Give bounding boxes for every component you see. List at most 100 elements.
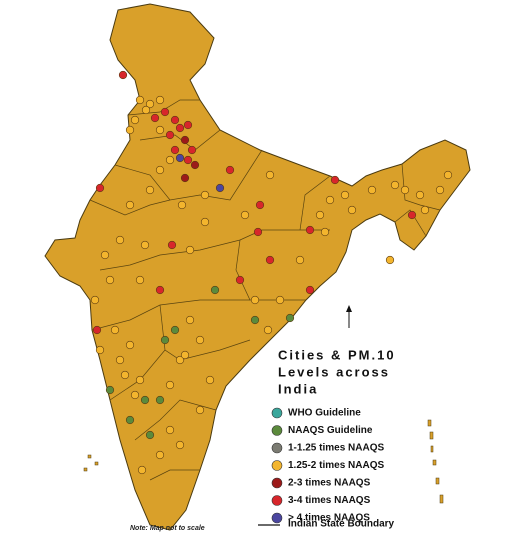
legend-label: 3-4 times NAAQS: [288, 495, 371, 506]
city-dot: [155, 125, 165, 135]
city-dot: [340, 190, 350, 200]
city-dot: [125, 340, 135, 350]
city-dot: [185, 315, 195, 325]
city-dot: [180, 135, 190, 145]
map-title: Cities & PM.10 Levels across India: [278, 347, 396, 396]
city-dot: [330, 175, 340, 185]
city-dot: [200, 190, 210, 200]
city-dot: [225, 165, 235, 175]
city-dot: [125, 200, 135, 210]
legend-label: 1.25-2 times NAAQS: [288, 460, 384, 471]
city-dot: [400, 185, 410, 195]
city-dot: [420, 205, 430, 215]
state-boundaries: [89, 99, 441, 481]
city-dot: [210, 285, 220, 295]
city-dot: [95, 183, 105, 193]
city-dot: [155, 95, 165, 105]
city-dot: [155, 395, 165, 405]
legend-label: NAAQS Guideline: [288, 425, 373, 436]
legend-swatch: [271, 460, 283, 471]
city-dot: [185, 245, 195, 255]
legend-label: 1-1.25 times NAAQS: [288, 443, 384, 454]
city-dot: [125, 125, 135, 135]
city-dot: [140, 240, 150, 250]
india-outline: [44, 3, 471, 531]
boundary-legend-label: Indian State Boundary: [288, 519, 395, 530]
city-dot: [407, 210, 417, 220]
city-dot: [115, 355, 125, 365]
city-dot: [263, 325, 273, 335]
city-dot: [175, 440, 185, 450]
legend-label: 2-3 times NAAQS: [288, 478, 371, 489]
city-dot: [145, 99, 155, 109]
title-line: India: [278, 381, 318, 396]
scale-note: Note: Map not to scale: [130, 525, 205, 532]
city-dot: [367, 185, 377, 195]
city-dot: [118, 70, 128, 80]
city-dot: [265, 170, 275, 180]
city-dot: [435, 185, 445, 195]
legend: WHO Guideline NAAQS Guideline 1-1.25 times…: [271, 408, 384, 524]
city-dot: [183, 155, 193, 165]
city-dot: [315, 210, 325, 220]
city-dot: [160, 335, 170, 345]
city-dot: [180, 173, 190, 183]
city-dot: [320, 227, 330, 237]
legend-swatch: [271, 442, 283, 454]
city-dot: [170, 115, 180, 125]
city-dot: [165, 155, 175, 165]
city-dot: [137, 465, 147, 475]
legend-swatch: [271, 477, 283, 489]
city-dot: [187, 145, 197, 155]
city-dot: [130, 115, 140, 125]
city-dot: [347, 205, 357, 215]
city-dot: [205, 375, 215, 385]
city-dot: [100, 250, 110, 260]
city-dot: [110, 325, 120, 335]
city-dot: [190, 160, 200, 170]
city-dots: [90, 70, 453, 475]
city-dot: [95, 345, 105, 355]
city-dot: [130, 390, 140, 400]
city-dot: [195, 335, 205, 345]
city-dot: [155, 450, 165, 460]
legend-swatch: [271, 425, 283, 436]
city-dot: [145, 430, 155, 440]
city-dot: [165, 130, 175, 140]
islands: [83, 419, 444, 504]
city-dot: [155, 285, 165, 295]
city-dot: [250, 315, 260, 325]
city-dot: [295, 255, 305, 265]
legend-label: WHO Guideline: [288, 408, 361, 419]
title-line: Levels across: [278, 364, 390, 379]
city-dot: [165, 380, 175, 390]
legend-label: > 4 times NAAQS: [288, 513, 370, 524]
city-dot: [325, 195, 335, 205]
title-line: Cities & PM.10: [278, 347, 396, 362]
city-dot: [250, 295, 260, 305]
city-dot: [167, 240, 177, 250]
city-dot: [415, 190, 425, 200]
city-dot: [175, 123, 185, 133]
city-dot: [175, 153, 185, 163]
city-dot: [265, 255, 275, 265]
city-dot: [150, 113, 160, 123]
city-dot: [180, 350, 190, 360]
city-dot: [177, 200, 187, 210]
city-dot: [140, 395, 150, 405]
legend-swatch: [271, 495, 283, 506]
city-dot: [145, 185, 155, 195]
city-dot: [120, 370, 130, 380]
city-dot: [135, 375, 145, 385]
city-dot: [200, 217, 210, 227]
city-dot: [305, 225, 315, 235]
city-dot: [170, 145, 180, 155]
city-dot: [125, 415, 135, 425]
legend-swatch: [271, 512, 283, 524]
city-dot: [170, 325, 180, 335]
city-dot: [92, 325, 102, 335]
city-dot: [253, 227, 263, 237]
city-dot: [285, 313, 295, 323]
city-dot: [141, 105, 151, 115]
city-dot: [390, 180, 400, 190]
